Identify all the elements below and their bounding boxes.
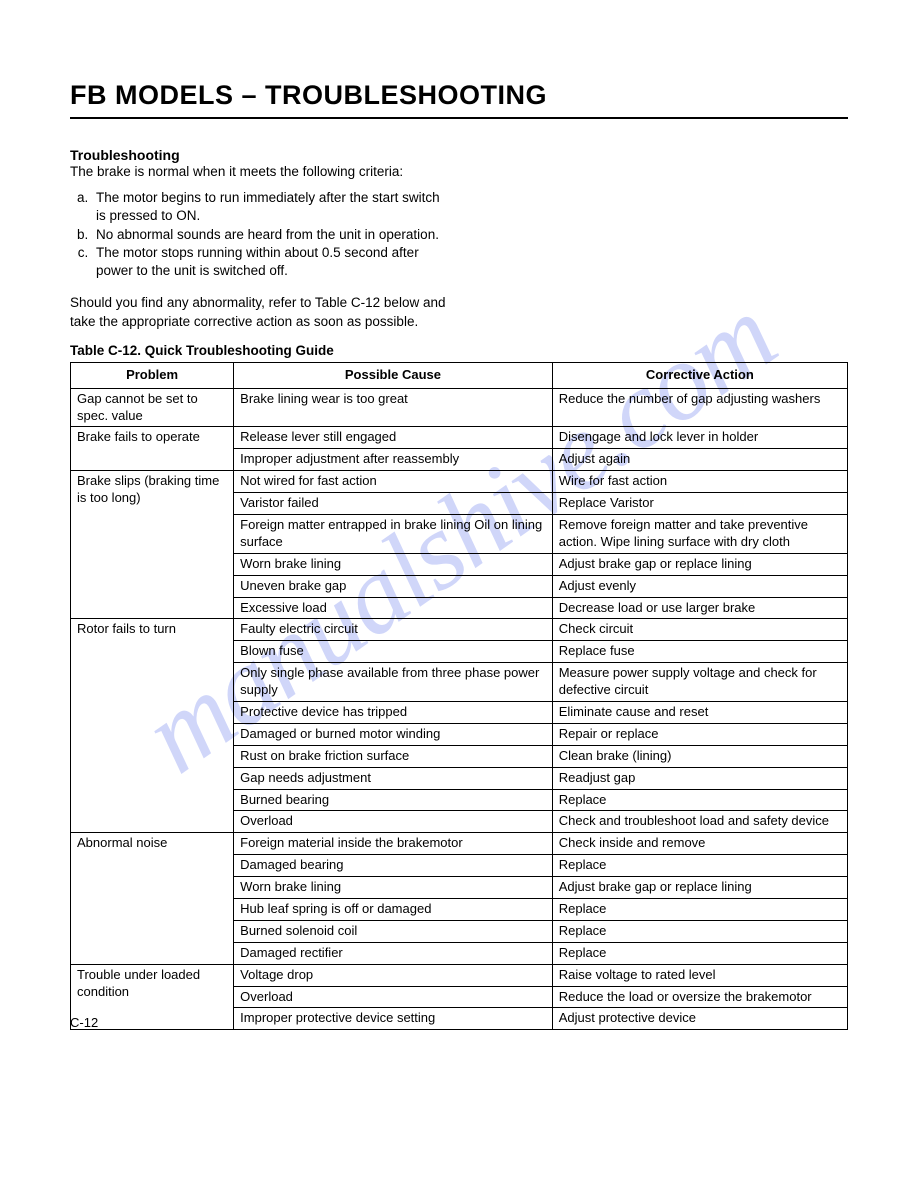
cell-action: Reduce the number of gap adjusting washe… — [552, 388, 847, 427]
cell-action: Readjust gap — [552, 767, 847, 789]
cell-action: Measure power supply voltage and check f… — [552, 663, 847, 702]
table-body: Gap cannot be set to spec. valueBrake li… — [71, 388, 848, 1030]
cell-action: Repair or replace — [552, 723, 847, 745]
cell-cause: Only single phase available from three p… — [234, 663, 553, 702]
cell-cause: Faulty electric circuit — [234, 619, 553, 641]
criteria-item: The motor stops running within about 0.5… — [92, 244, 452, 280]
cell-cause: Uneven brake gap — [234, 575, 553, 597]
cell-action: Adjust brake gap or replace lining — [552, 877, 847, 899]
table-row: Gap cannot be set to spec. valueBrake li… — [71, 388, 848, 427]
cell-cause: Not wired for fast action — [234, 471, 553, 493]
cell-action: Check and troubleshoot load and safety d… — [552, 811, 847, 833]
cell-cause: Voltage drop — [234, 964, 553, 986]
table-row: Abnormal noiseForeign material inside th… — [71, 833, 848, 855]
criteria-list: The motor begins to run immediately afte… — [92, 189, 452, 280]
cell-cause: Excessive load — [234, 597, 553, 619]
cell-cause: Brake lining wear is too great — [234, 388, 553, 427]
cell-cause: Burned solenoid coil — [234, 920, 553, 942]
cell-action: Replace — [552, 899, 847, 921]
cell-problem: Gap cannot be set to spec. value — [71, 388, 234, 427]
criteria-item: The motor begins to run immediately afte… — [92, 189, 452, 225]
cell-cause: Hub leaf spring is off or damaged — [234, 899, 553, 921]
cell-action: Replace — [552, 920, 847, 942]
cell-cause: Improper adjustment after reassembly — [234, 449, 553, 471]
cell-action: Replace — [552, 789, 847, 811]
cell-action: Reduce the load or oversize the brakemot… — [552, 986, 847, 1008]
cell-cause: Improper protective device setting — [234, 1008, 553, 1030]
cell-action: Adjust evenly — [552, 575, 847, 597]
cell-cause: Overload — [234, 986, 553, 1008]
cell-action: Adjust brake gap or replace lining — [552, 553, 847, 575]
cell-action: Adjust protective device — [552, 1008, 847, 1030]
document-page: manualshive.com FB MODELS – TROUBLESHOOT… — [0, 0, 918, 1070]
cell-action: Replace — [552, 942, 847, 964]
cell-problem: Brake fails to operate — [71, 427, 234, 471]
troubleshooting-table: Problem Possible Cause Corrective Action… — [70, 362, 848, 1031]
cell-cause: Varistor failed — [234, 493, 553, 515]
cell-cause: Foreign material inside the brakemotor — [234, 833, 553, 855]
cell-action: Remove foreign matter and take preventiv… — [552, 514, 847, 553]
cell-cause: Blown fuse — [234, 641, 553, 663]
table-row: Brake fails to operateRelease lever stil… — [71, 427, 848, 449]
header-cause: Possible Cause — [234, 362, 553, 388]
cell-cause: Overload — [234, 811, 553, 833]
intro-text: The brake is normal when it meets the fo… — [70, 163, 450, 181]
cell-action: Adjust again — [552, 449, 847, 471]
cell-problem: Abnormal noise — [71, 833, 234, 964]
table-caption: Table C-12. Quick Troubleshooting Guide — [70, 343, 848, 358]
header-problem: Problem — [71, 362, 234, 388]
cell-action: Check inside and remove — [552, 833, 847, 855]
header-action: Corrective Action — [552, 362, 847, 388]
table-row: Brake slips (braking time is too long)No… — [71, 471, 848, 493]
cell-action: Raise voltage to rated level — [552, 964, 847, 986]
cell-cause: Rust on brake friction surface — [234, 745, 553, 767]
cell-action: Disengage and lock lever in holder — [552, 427, 847, 449]
note-text: Should you find any abnormality, refer t… — [70, 294, 450, 330]
cell-action: Replace fuse — [552, 641, 847, 663]
title-divider — [70, 117, 848, 119]
cell-cause: Burned bearing — [234, 789, 553, 811]
cell-cause: Damaged bearing — [234, 855, 553, 877]
table-header-row: Problem Possible Cause Corrective Action — [71, 362, 848, 388]
cell-cause: Worn brake lining — [234, 553, 553, 575]
cell-action: Decrease load or use larger brake — [552, 597, 847, 619]
cell-problem: Brake slips (braking time is too long) — [71, 471, 234, 619]
cell-action: Replace — [552, 855, 847, 877]
cell-cause: Damaged or burned motor winding — [234, 723, 553, 745]
cell-action: Replace Varistor — [552, 493, 847, 515]
table-row: Rotor fails to turnFaulty electric circu… — [71, 619, 848, 641]
cell-problem: Trouble under loaded condition — [71, 964, 234, 1030]
section-heading: Troubleshooting — [70, 147, 848, 163]
cell-action: Check circuit — [552, 619, 847, 641]
page-title: FB MODELS – TROUBLESHOOTING — [70, 80, 848, 111]
cell-cause: Worn brake lining — [234, 877, 553, 899]
cell-cause: Foreign matter entrapped in brake lining… — [234, 514, 553, 553]
cell-action: Clean brake (lining) — [552, 745, 847, 767]
cell-action: Eliminate cause and reset — [552, 702, 847, 724]
table-row: Trouble under loaded conditionVoltage dr… — [71, 964, 848, 986]
cell-cause: Protective device has tripped — [234, 702, 553, 724]
cell-problem: Rotor fails to turn — [71, 619, 234, 833]
cell-cause: Damaged rectifier — [234, 942, 553, 964]
cell-cause: Release lever still engaged — [234, 427, 553, 449]
criteria-item: No abnormal sounds are heard from the un… — [92, 226, 452, 244]
cell-action: Wire for fast action — [552, 471, 847, 493]
cell-cause: Gap needs adjustment — [234, 767, 553, 789]
